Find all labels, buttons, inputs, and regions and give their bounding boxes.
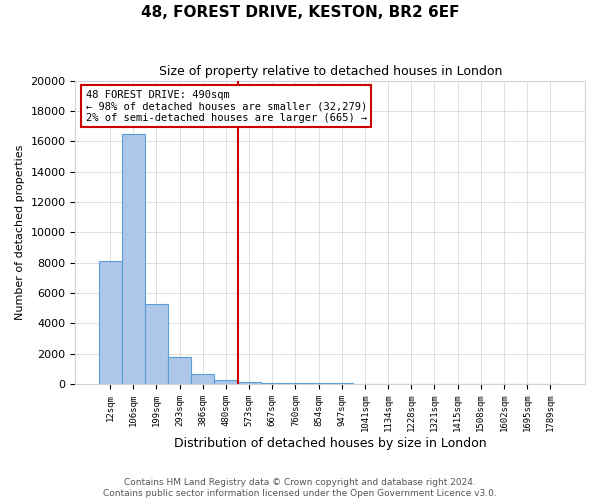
X-axis label: Distribution of detached houses by size in London: Distribution of detached houses by size … bbox=[174, 437, 487, 450]
Text: 48 FOREST DRIVE: 490sqm
← 98% of detached houses are smaller (32,279)
2% of semi: 48 FOREST DRIVE: 490sqm ← 98% of detache… bbox=[86, 90, 367, 123]
Bar bbox=[145, 304, 168, 384]
Title: Size of property relative to detached houses in London: Size of property relative to detached ho… bbox=[158, 65, 502, 78]
Bar bbox=[261, 382, 284, 384]
Bar bbox=[168, 357, 191, 384]
Bar bbox=[191, 374, 214, 384]
Text: 48, FOREST DRIVE, KESTON, BR2 6EF: 48, FOREST DRIVE, KESTON, BR2 6EF bbox=[141, 5, 459, 20]
Y-axis label: Number of detached properties: Number of detached properties bbox=[15, 144, 25, 320]
Text: Contains HM Land Registry data © Crown copyright and database right 2024.
Contai: Contains HM Land Registry data © Crown c… bbox=[103, 478, 497, 498]
Bar bbox=[98, 261, 122, 384]
Bar bbox=[238, 382, 261, 384]
Bar bbox=[214, 380, 238, 384]
Bar bbox=[122, 134, 145, 384]
Bar bbox=[284, 383, 307, 384]
